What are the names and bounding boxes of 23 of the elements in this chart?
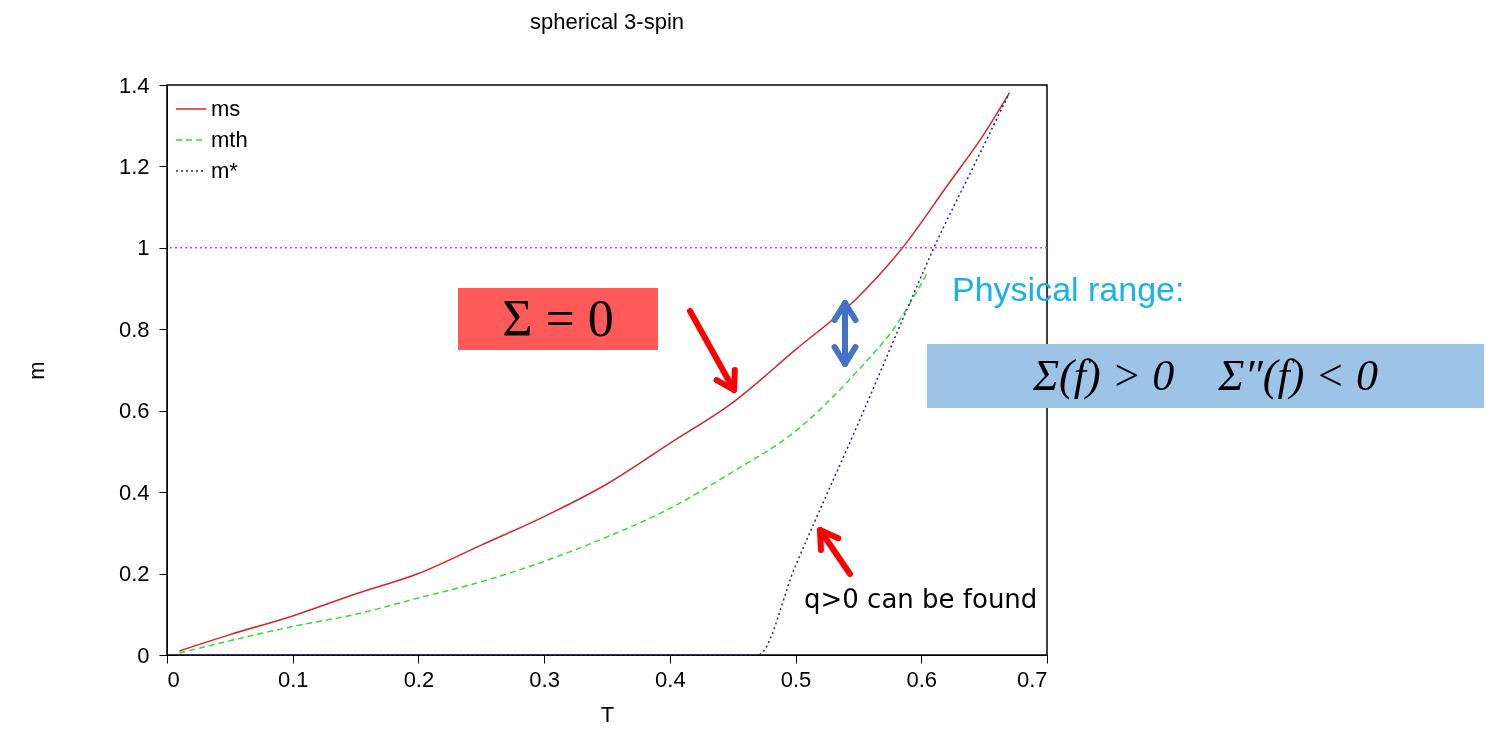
chart-title: spherical 3-spin <box>529 9 685 34</box>
annotation: q>0 can be found <box>804 584 1038 614</box>
y-tick-label: 0.4 <box>118 479 150 505</box>
x-tick-label: 0.5 <box>780 666 812 692</box>
x-tick-label: 0.6 <box>906 666 938 692</box>
y-tick-label: 1 <box>137 235 150 261</box>
x-tick-label: 0 <box>167 666 180 692</box>
y-tick-label: 0.8 <box>118 316 150 342</box>
x-tick-label: 0.1 <box>277 666 309 692</box>
y-tick-label: 1.4 <box>118 72 150 98</box>
x-tick-label: 0.4 <box>655 666 686 692</box>
x-tick-label: 0.7 <box>1016 666 1048 692</box>
x-tick-label: 0.2 <box>403 666 435 692</box>
y-axis-title: m <box>23 361 49 380</box>
y-tick-label: 0.6 <box>118 398 150 424</box>
x-tick-label: 0.3 <box>529 666 560 692</box>
y-tick-label: 1.2 <box>118 153 150 179</box>
legend-label: m* <box>211 158 239 183</box>
y-tick-label: 0 <box>137 642 150 668</box>
legend-label: mth <box>211 127 248 152</box>
x-axis-title: T <box>600 701 615 727</box>
y-tick-label: 0.2 <box>118 561 150 587</box>
legend-label: ms <box>211 96 241 121</box>
